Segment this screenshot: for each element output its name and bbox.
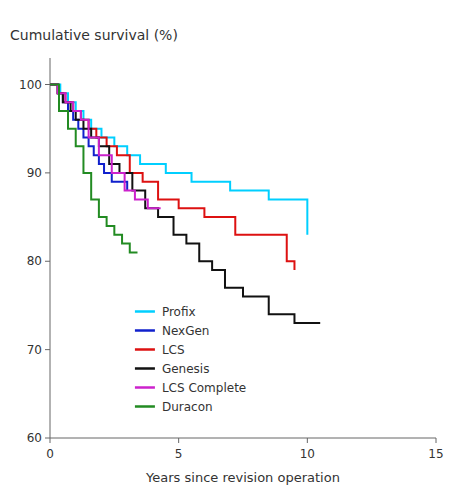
legend-swatch bbox=[135, 310, 155, 313]
legend-swatch bbox=[135, 386, 155, 389]
y-tick bbox=[45, 438, 50, 439]
series-line bbox=[50, 85, 320, 324]
y-tick bbox=[45, 172, 50, 173]
x-axis-line bbox=[50, 438, 436, 439]
x-tick-label: 15 bbox=[428, 447, 443, 461]
y-tick bbox=[45, 84, 50, 85]
legend-swatch bbox=[135, 348, 155, 351]
series-line bbox=[50, 85, 161, 209]
x-tick-label: 10 bbox=[300, 447, 315, 461]
x-tick bbox=[50, 438, 51, 443]
x-tick bbox=[307, 438, 308, 443]
y-tick-label: 100 bbox=[19, 78, 42, 92]
y-axis-label: Cumulative survival (%) bbox=[10, 27, 178, 43]
x-tick-label: 5 bbox=[175, 447, 183, 461]
series-line bbox=[50, 85, 137, 253]
y-tick-label: 80 bbox=[27, 254, 42, 268]
y-tick-label: 60 bbox=[27, 431, 42, 445]
x-axis-label: Years since revision operation bbox=[145, 470, 340, 485]
y-tick bbox=[45, 261, 50, 262]
legend-label: NexGen bbox=[162, 324, 210, 338]
legend-swatch bbox=[135, 405, 155, 408]
legend: Profix NexGen LCS Genesis LCS Complete Duraco… bbox=[135, 305, 246, 414]
series-line bbox=[50, 85, 307, 235]
chart: 60 70 80 90 100 0 5 10 15 Years since revision op… bbox=[0, 0, 451, 500]
y-tick bbox=[45, 349, 50, 350]
series-line bbox=[50, 85, 294, 271]
y-tick-label: 70 bbox=[27, 343, 42, 357]
x-tick-label: 0 bbox=[46, 447, 54, 461]
legend-swatch bbox=[135, 329, 155, 332]
legend-label: Profix bbox=[162, 305, 196, 319]
series-group bbox=[50, 85, 320, 324]
legend-label: LCS bbox=[162, 343, 185, 357]
legend-label: Duracon bbox=[162, 400, 213, 414]
legend-label: Genesis bbox=[162, 362, 210, 376]
legend-label: LCS Complete bbox=[162, 381, 246, 395]
x-tick bbox=[178, 438, 179, 443]
legend-swatch bbox=[135, 367, 155, 370]
y-axis-line bbox=[50, 58, 51, 438]
y-tick-label: 90 bbox=[27, 166, 42, 180]
x-tick bbox=[436, 438, 437, 443]
